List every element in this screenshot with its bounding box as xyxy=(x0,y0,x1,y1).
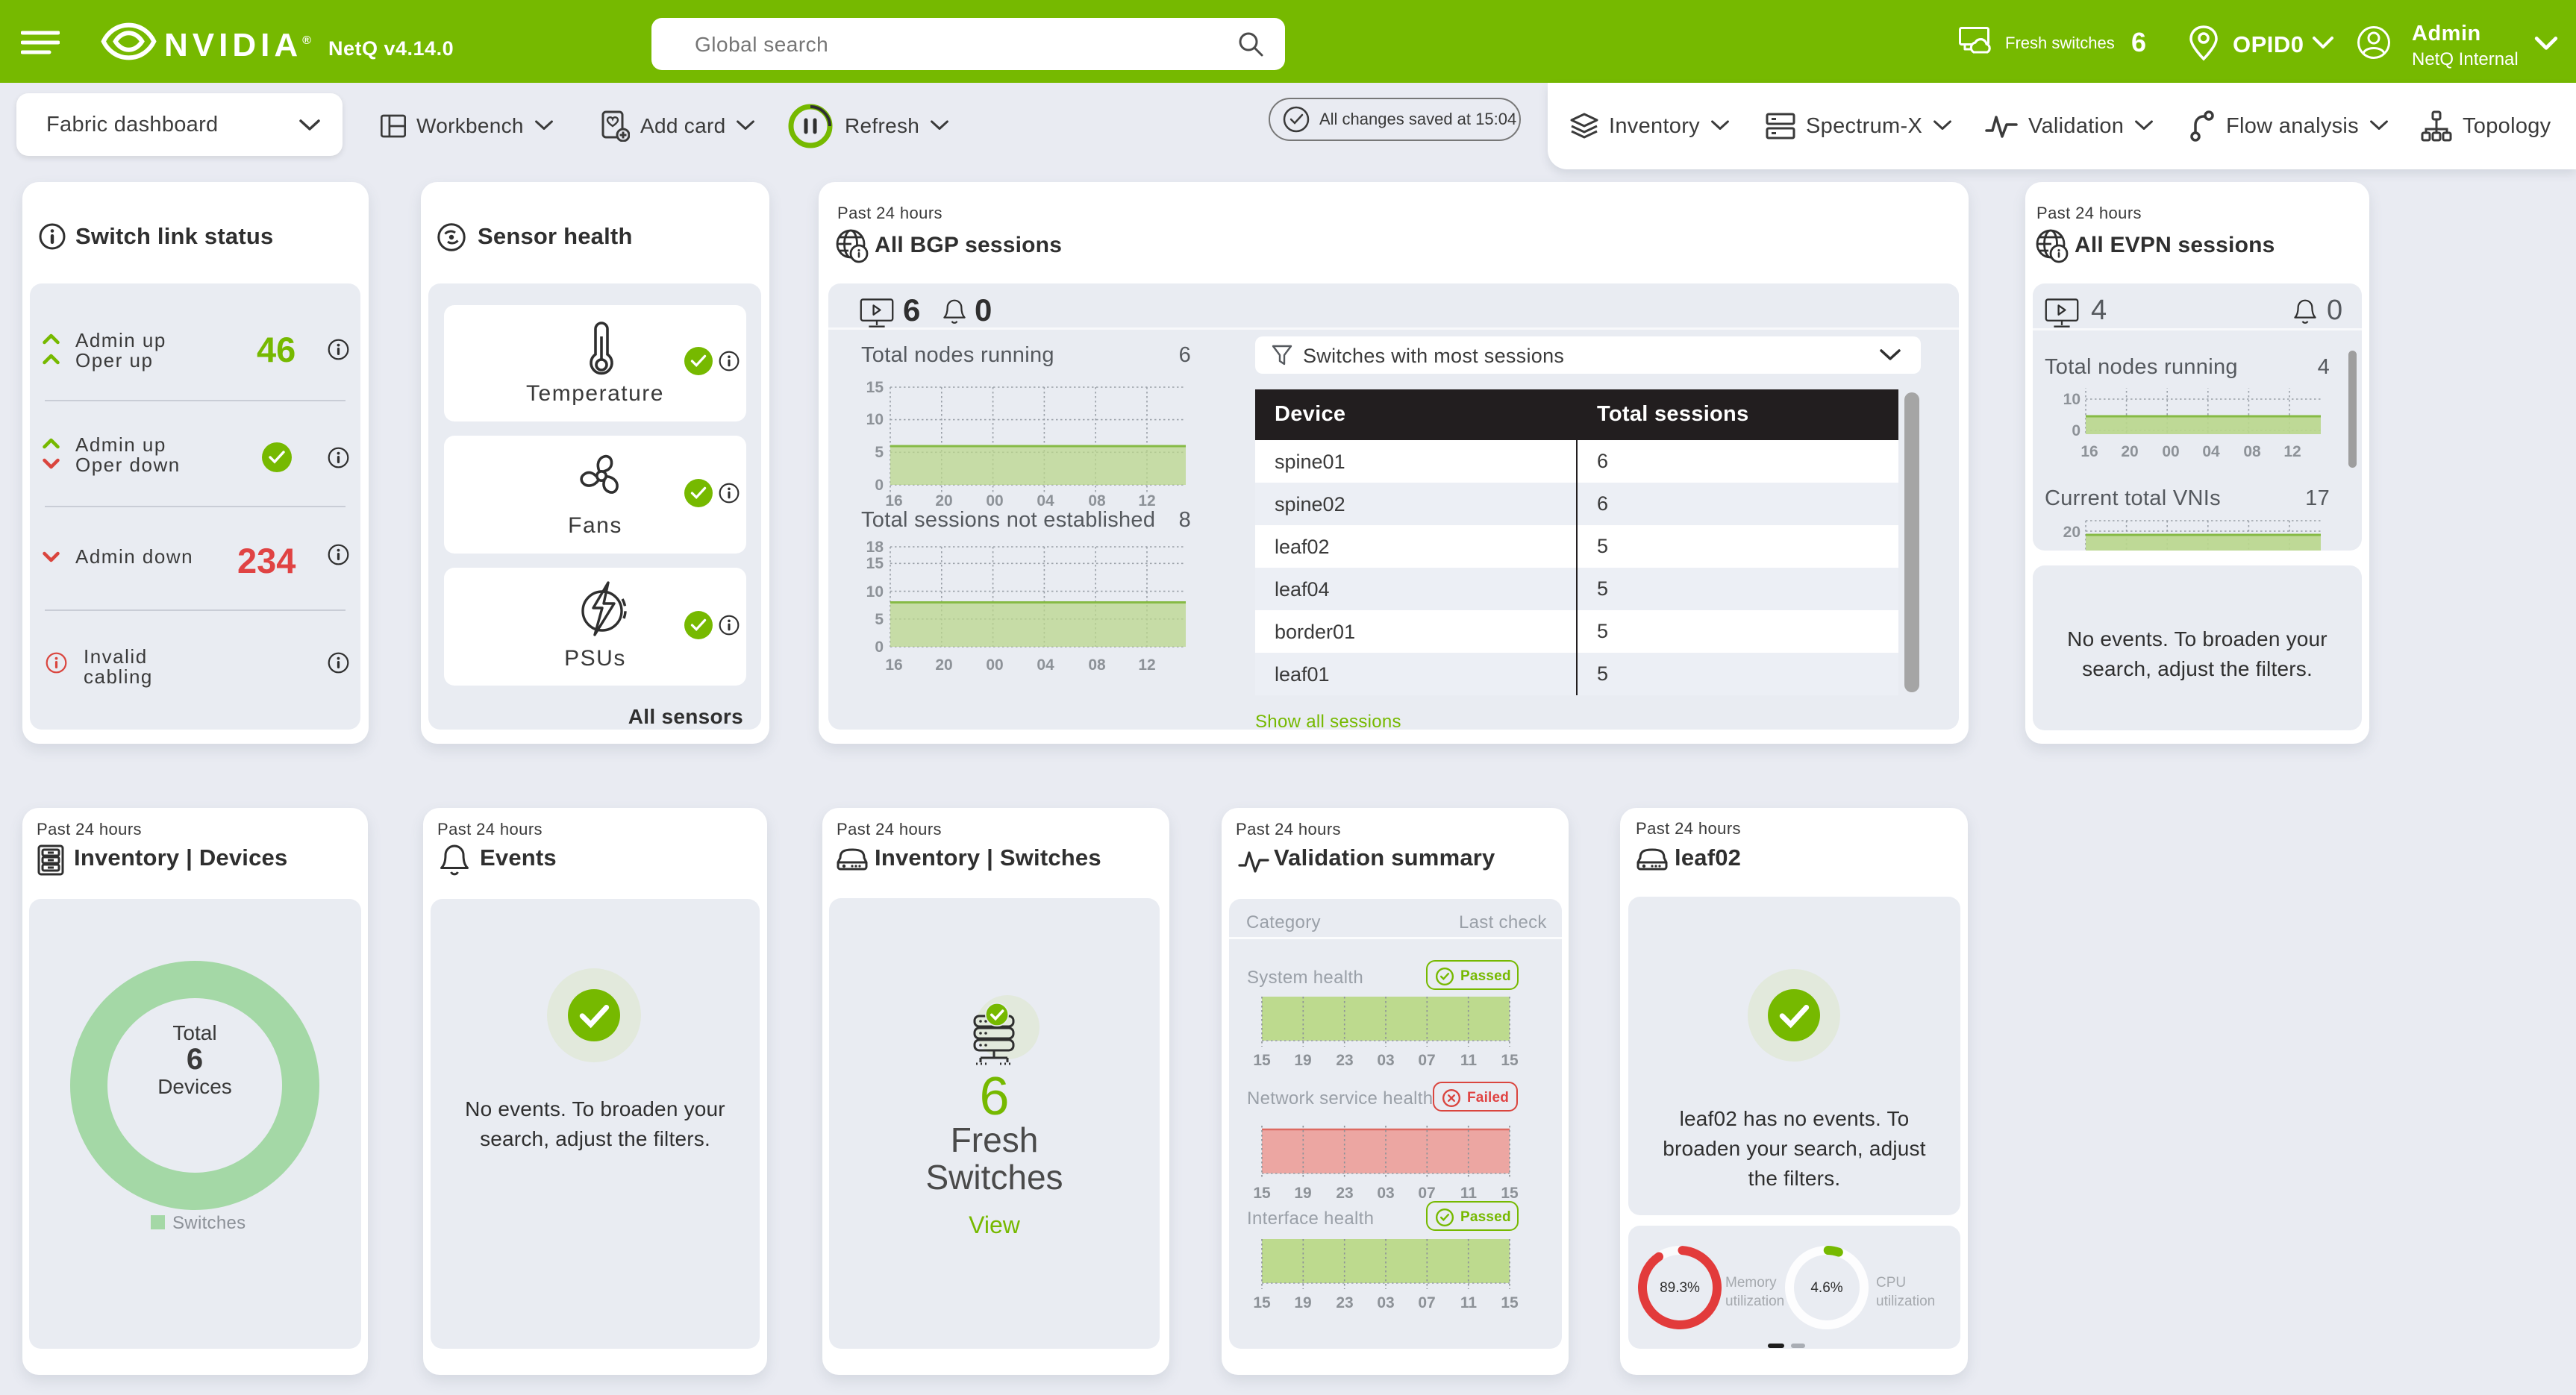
svg-text:23: 23 xyxy=(1336,1294,1353,1310)
svg-text:19: 19 xyxy=(1294,1185,1311,1200)
svg-text:23: 23 xyxy=(1336,1185,1353,1200)
svg-text:10: 10 xyxy=(2063,391,2081,408)
svg-text:15: 15 xyxy=(866,379,884,396)
svg-text:00: 00 xyxy=(2162,443,2179,460)
svg-text:18: 18 xyxy=(866,539,884,556)
svg-text:04: 04 xyxy=(2202,443,2220,460)
svg-text:07: 07 xyxy=(1418,1052,1435,1068)
svg-text:04: 04 xyxy=(1037,656,1054,674)
svg-text:11: 11 xyxy=(1460,1185,1478,1200)
svg-text:00: 00 xyxy=(986,656,1003,674)
svg-text:23: 23 xyxy=(1336,1052,1353,1068)
svg-text:15: 15 xyxy=(1253,1294,1271,1310)
svg-text:03: 03 xyxy=(1377,1294,1394,1310)
svg-text:03: 03 xyxy=(1377,1052,1394,1068)
svg-text:0: 0 xyxy=(875,477,884,494)
svg-text:20: 20 xyxy=(935,656,952,674)
svg-text:15: 15 xyxy=(1501,1185,1519,1200)
svg-text:03: 03 xyxy=(1377,1185,1394,1200)
svg-text:10: 10 xyxy=(866,583,884,601)
svg-text:16: 16 xyxy=(885,656,902,674)
svg-text:15: 15 xyxy=(1501,1294,1519,1310)
svg-text:20: 20 xyxy=(935,492,952,510)
svg-text:0: 0 xyxy=(875,639,884,656)
svg-text:11: 11 xyxy=(1460,1294,1478,1310)
svg-text:07: 07 xyxy=(1418,1185,1435,1200)
svg-text:08: 08 xyxy=(1088,656,1106,674)
svg-text:20: 20 xyxy=(2121,443,2138,460)
svg-text:12: 12 xyxy=(1138,656,1155,674)
svg-text:15: 15 xyxy=(1253,1185,1271,1200)
svg-text:04: 04 xyxy=(1037,492,1054,510)
svg-text:19: 19 xyxy=(1294,1294,1311,1310)
svg-text:11: 11 xyxy=(1460,1052,1478,1068)
svg-text:10: 10 xyxy=(866,411,884,428)
svg-text:5: 5 xyxy=(875,444,884,461)
svg-text:16: 16 xyxy=(885,492,902,510)
svg-text:08: 08 xyxy=(2243,443,2261,460)
svg-text:12: 12 xyxy=(2283,443,2301,460)
svg-text:15: 15 xyxy=(1501,1052,1519,1068)
svg-text:19: 19 xyxy=(1294,1052,1311,1068)
svg-text:08: 08 xyxy=(1088,492,1106,510)
svg-text:15: 15 xyxy=(866,555,884,572)
svg-text:15: 15 xyxy=(1253,1052,1271,1068)
svg-text:5: 5 xyxy=(875,611,884,628)
svg-text:20: 20 xyxy=(2063,524,2081,541)
svg-text:00: 00 xyxy=(986,492,1003,510)
svg-text:07: 07 xyxy=(1418,1294,1435,1310)
svg-text:0: 0 xyxy=(2072,422,2081,439)
svg-text:12: 12 xyxy=(1138,492,1155,510)
svg-text:16: 16 xyxy=(2081,443,2098,460)
